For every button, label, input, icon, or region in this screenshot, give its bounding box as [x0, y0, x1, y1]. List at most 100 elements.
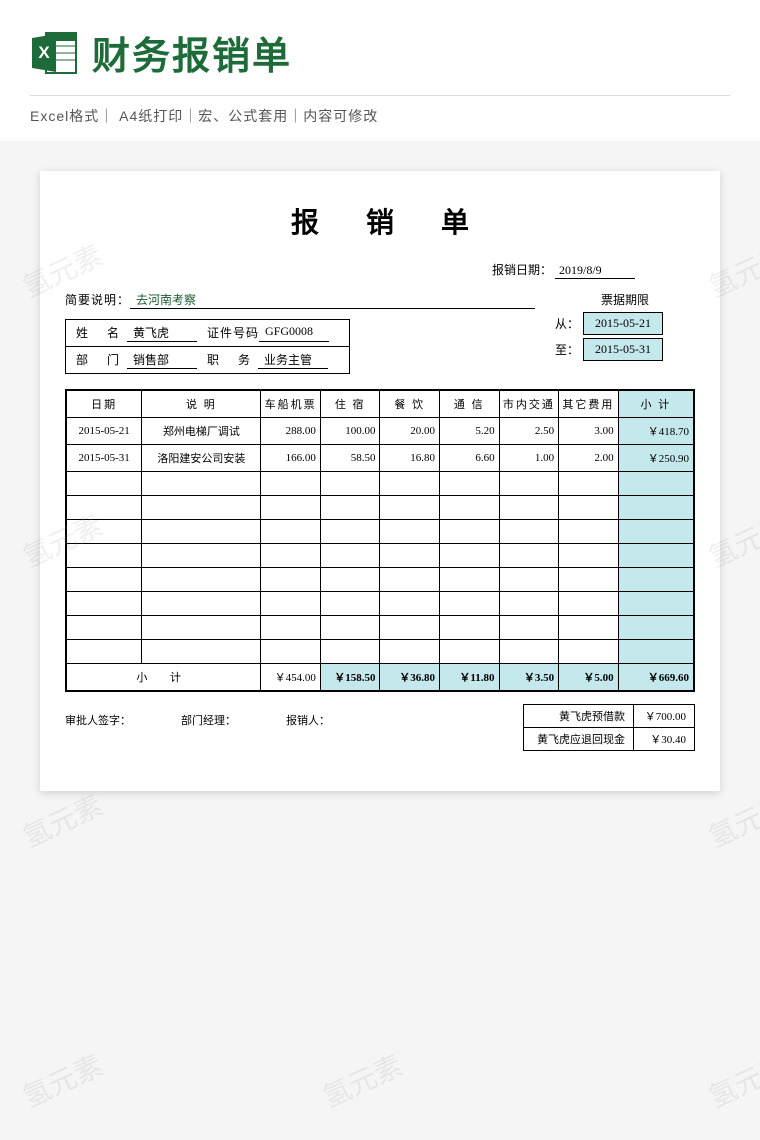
table-cell: 58.50 [320, 445, 380, 472]
table-cell [320, 568, 380, 592]
table-cell: 2.00 [559, 445, 619, 472]
table-header-cell: 通 信 [440, 390, 500, 418]
table-cell: ￥250.90 [618, 445, 694, 472]
table-cell [440, 544, 500, 568]
subtotal-cell: ￥158.50 [320, 664, 380, 692]
table-cell [559, 520, 619, 544]
table-cell [142, 640, 261, 664]
period-from-value: 2015-05-21 [583, 312, 663, 335]
table-cell [559, 640, 619, 664]
table-cell [142, 472, 261, 496]
table-cell [261, 616, 321, 640]
table-row-empty [66, 472, 694, 496]
table-cell [380, 616, 440, 640]
table-cell [499, 496, 559, 520]
dept-label: 部 门 [76, 351, 127, 369]
sig-manager: 部门经理： [181, 712, 236, 751]
table-cell [440, 568, 500, 592]
period-title: 票据期限 [555, 291, 695, 308]
table-cell [380, 568, 440, 592]
table-cell [66, 568, 142, 592]
subtotal-cell: ￥454.00 [261, 664, 321, 692]
table-cell [618, 496, 694, 520]
table-cell [142, 592, 261, 616]
table-cell [142, 520, 261, 544]
table-row-empty [66, 544, 694, 568]
table-header-cell: 小 计 [618, 390, 694, 418]
table-cell [440, 640, 500, 664]
advance-value: ￥700.00 [634, 705, 694, 727]
table-cell [261, 544, 321, 568]
page-header: X 财务报销单 Excel格式｜ A4纸打印｜宏、公式套用｜内容可修改 [0, 0, 760, 141]
table-cell [261, 472, 321, 496]
signatures: 审批人签字： 部门经理： 报销人： [65, 704, 523, 751]
table-cell [261, 568, 321, 592]
table-cell [499, 640, 559, 664]
subtotal-cell: ￥3.50 [499, 664, 559, 692]
table-cell: 2015-05-31 [66, 445, 142, 472]
table-cell [380, 472, 440, 496]
table-cell [440, 472, 500, 496]
main-title: 财务报销单 [92, 25, 292, 80]
table-cell: 洛阳建安公司安装 [142, 445, 261, 472]
table-cell [380, 520, 440, 544]
table-cell [559, 616, 619, 640]
table-cell [559, 592, 619, 616]
table-cell [66, 520, 142, 544]
subtotal-cell: ￥11.80 [440, 664, 500, 692]
job-label: 职 务 [207, 351, 258, 369]
table-cell [499, 616, 559, 640]
id-value: GFG0008 [259, 324, 329, 342]
name-value: 黄飞虎 [127, 324, 197, 342]
table-cell [618, 544, 694, 568]
table-header-cell: 其它费用 [559, 390, 619, 418]
table-row-empty [66, 520, 694, 544]
table-cell [66, 640, 142, 664]
period-to-label: 至： [555, 341, 579, 358]
table-cell [380, 640, 440, 664]
report-date-row: 报销日期： 2019/8/9 [65, 261, 695, 279]
table-row: 2015-05-21郑州电梯厂调试288.00100.0020.005.202.… [66, 418, 694, 445]
table-cell [559, 568, 619, 592]
table-cell [66, 616, 142, 640]
title-row: X 财务报销单 [30, 25, 730, 80]
table-cell: 288.00 [261, 418, 321, 445]
table-cell [66, 496, 142, 520]
table-cell [499, 568, 559, 592]
table-cell: 16.80 [380, 445, 440, 472]
table-cell [499, 472, 559, 496]
sig-claimant: 报销人： [286, 712, 330, 751]
refund-label: 黄飞虎应退回现金 [524, 728, 634, 750]
table-row: 2015-05-31洛阳建安公司安装166.0058.5016.806.601.… [66, 445, 694, 472]
report-date-label: 报销日期： [492, 263, 552, 277]
report-date-value: 2019/8/9 [555, 263, 635, 279]
table-row-empty [66, 592, 694, 616]
table-header: 日期说 明车船机票住 宿餐 饮通 信市内交通其它费用小 计 [66, 390, 694, 418]
period-from-row: 从： 2015-05-21 [555, 312, 695, 335]
brief-value: 去河南考察 [130, 291, 535, 309]
expense-document: 报 销 单 报销日期： 2019/8/9 简要说明： 去河南考察 姓 名 黄飞虎… [40, 171, 720, 791]
table-row-empty [66, 640, 694, 664]
table-cell: 5.20 [440, 418, 500, 445]
table-cell [320, 496, 380, 520]
table-cell [320, 472, 380, 496]
svg-text:X: X [38, 43, 50, 62]
table-cell: ￥418.70 [618, 418, 694, 445]
table-cell [440, 520, 500, 544]
period-to-value: 2015-05-31 [583, 338, 663, 361]
table-cell [66, 472, 142, 496]
info-section: 简要说明： 去河南考察 姓 名 黄飞虎 证件号码 GFG0008 部 门 销售部… [65, 291, 695, 374]
table-cell: 郑州电梯厂调试 [142, 418, 261, 445]
table-cell [261, 520, 321, 544]
subtotal-cell: ￥36.80 [380, 664, 440, 692]
refund-value: ￥30.40 [634, 728, 694, 750]
dept-value: 销售部 [127, 351, 197, 369]
table-cell [618, 472, 694, 496]
table-cell [618, 592, 694, 616]
table-cell [440, 496, 500, 520]
summary-box: 黄飞虎预借款 ￥700.00 黄飞虎应退回现金 ￥30.40 [523, 704, 695, 751]
table-cell [499, 592, 559, 616]
table-cell [559, 496, 619, 520]
table-cell: 2.50 [499, 418, 559, 445]
period-to-row: 至： 2015-05-31 [555, 338, 695, 361]
